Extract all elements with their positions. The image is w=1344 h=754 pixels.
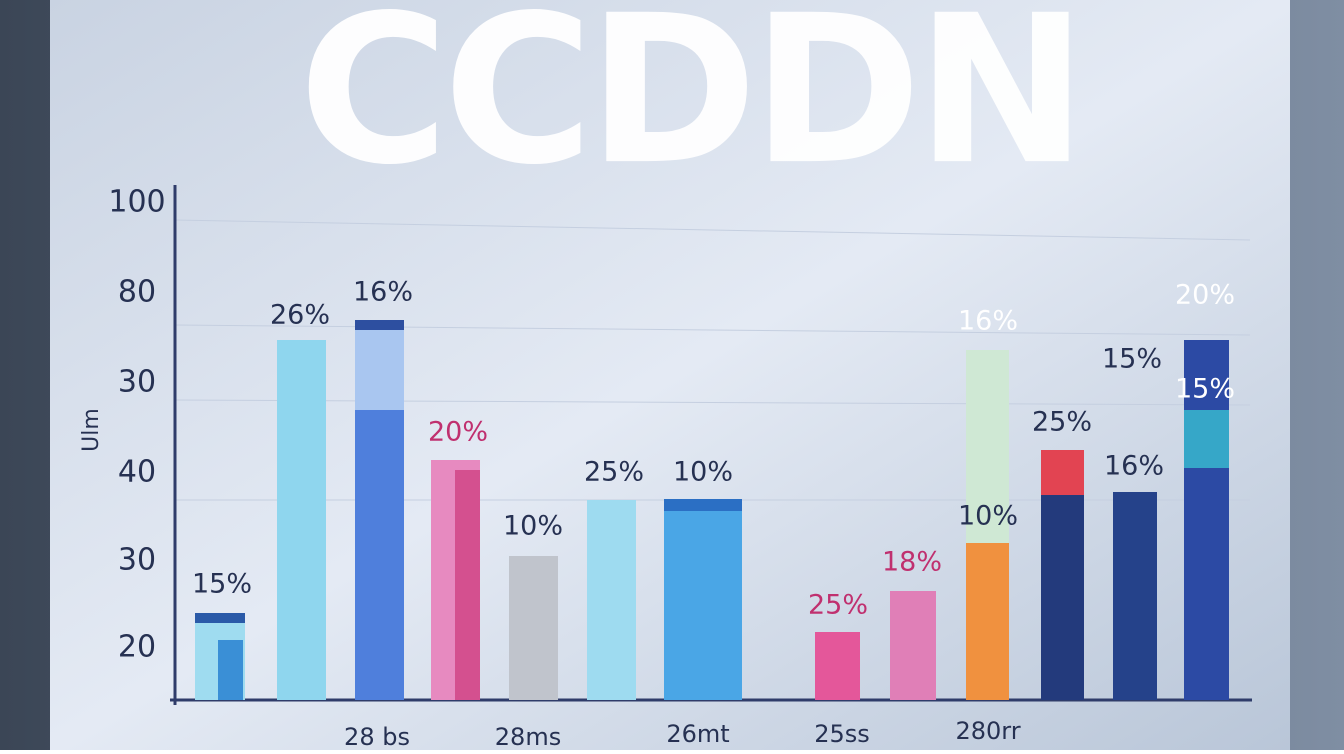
x-label: 28 bs bbox=[344, 723, 410, 750]
axis-title: Ulm bbox=[79, 408, 104, 452]
bar-label: 16% bbox=[353, 277, 413, 308]
bar-label: 10% bbox=[503, 511, 563, 542]
y-label: 30 bbox=[118, 365, 156, 400]
bar-label: 18% bbox=[882, 547, 942, 578]
bar-label: 20% bbox=[428, 417, 488, 448]
bar-label: 15% bbox=[1102, 344, 1162, 375]
bar-label: 16% bbox=[1104, 451, 1164, 482]
x-label: 26mt bbox=[666, 720, 729, 748]
bar-label: 25% bbox=[808, 590, 868, 621]
bar-label: 10% bbox=[673, 457, 733, 488]
y-label: 80 bbox=[118, 275, 156, 310]
bar-label: 25% bbox=[1032, 407, 1092, 438]
bar-label: 25% bbox=[584, 457, 644, 488]
x-label: 25ss bbox=[814, 720, 870, 748]
x-label: 28ms bbox=[495, 723, 561, 750]
y-label: 20 bbox=[118, 630, 156, 665]
y-label: 100 bbox=[108, 185, 165, 220]
y-label: 30 bbox=[118, 543, 156, 578]
title: CCDDN bbox=[299, 0, 1082, 210]
bar-label: 15% bbox=[192, 569, 252, 600]
bar-label: 26% bbox=[270, 300, 330, 331]
bar-label: 15% bbox=[1175, 374, 1235, 405]
y-label: 40 bbox=[118, 455, 156, 490]
x-label: 280rr bbox=[955, 717, 1020, 745]
bar-label: 10% bbox=[958, 501, 1018, 532]
bars bbox=[195, 320, 1229, 700]
bar-label: 16% bbox=[958, 306, 1018, 337]
bar-label: 20% bbox=[1175, 280, 1235, 311]
